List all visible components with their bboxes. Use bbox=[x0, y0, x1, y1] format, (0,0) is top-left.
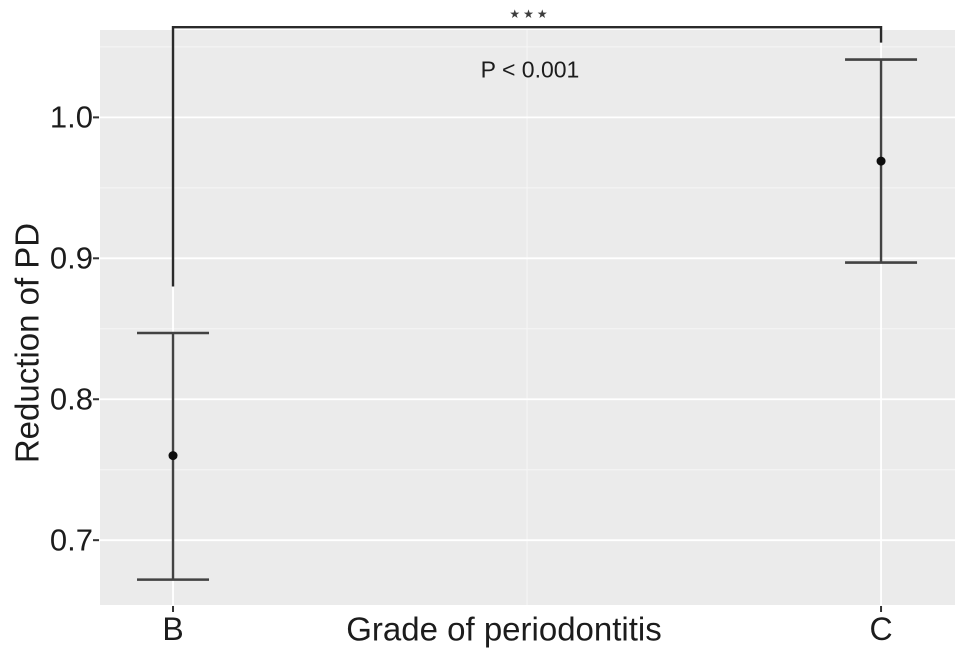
p-value-label: P < 0.001 bbox=[480, 56, 580, 83]
significance-stars: ★★★ bbox=[509, 7, 551, 21]
x-tick-label: C bbox=[869, 611, 893, 647]
y-tick-label: 0.9 bbox=[49, 240, 93, 276]
x-axis-title: Grade of periodontitis bbox=[346, 610, 662, 648]
y-tick-label: 0.7 bbox=[49, 522, 93, 558]
x-tick-label: B bbox=[162, 611, 184, 647]
y-tick-label: 0.8 bbox=[49, 381, 93, 417]
y-tick-label: 1.0 bbox=[49, 99, 93, 135]
mean-point bbox=[168, 451, 178, 461]
significance-bracket bbox=[171, 25, 883, 287]
mean-point bbox=[876, 156, 886, 166]
